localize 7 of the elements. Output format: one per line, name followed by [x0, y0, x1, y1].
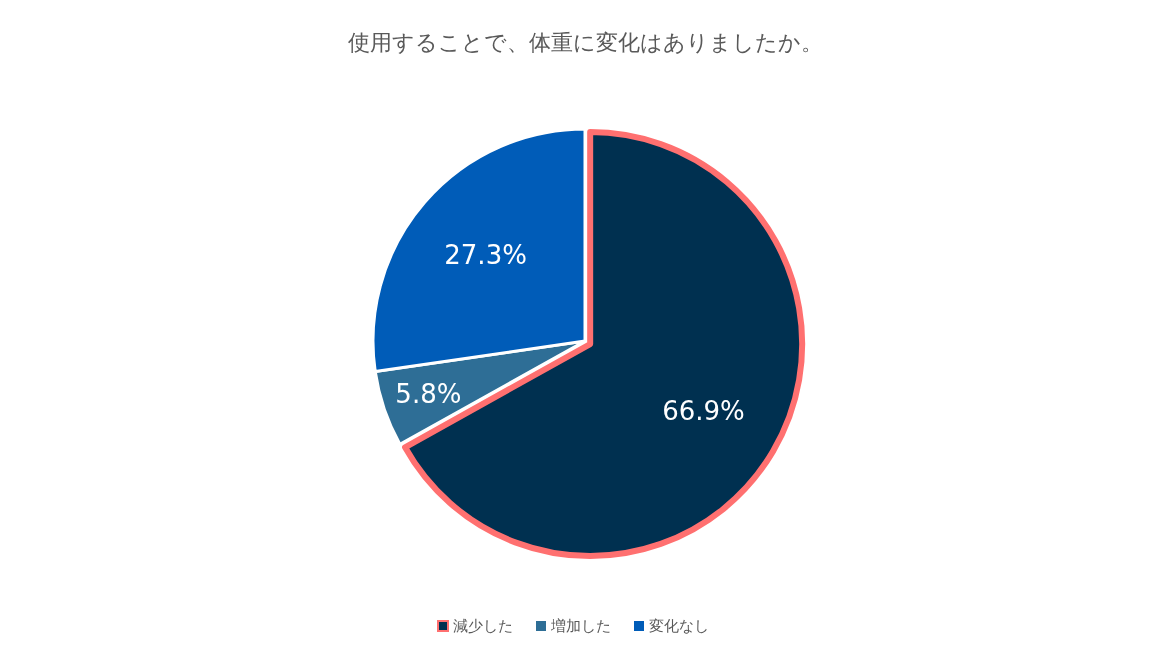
chart-title: 使用することで、体重に変化はありましたか。 — [347, 30, 823, 55]
data-label: 5.8% — [395, 379, 462, 410]
data-label: 66.9% — [662, 395, 745, 426]
legend-label: 減少した — [453, 617, 513, 635]
legend-label: 変化なし — [649, 617, 709, 635]
legend-label: 増加した — [550, 617, 611, 635]
data-label: 27.3% — [444, 240, 527, 271]
